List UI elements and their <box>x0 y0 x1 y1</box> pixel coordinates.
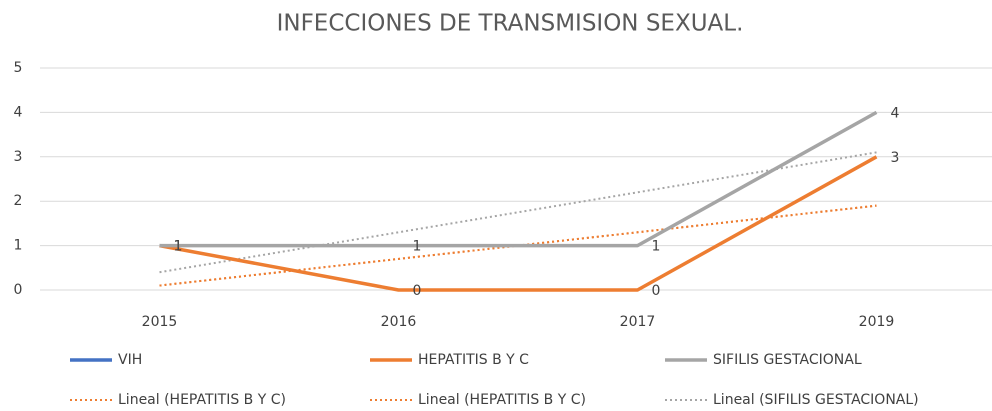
series-line <box>159 110 878 248</box>
trendline <box>159 151 877 274</box>
chart-title: INFECCIONES DE TRANSMISION SEXUAL. <box>277 11 744 37</box>
legend-label: Lineal (HEPATITIS B Y C) <box>118 392 286 408</box>
data-label: 3 <box>891 150 900 166</box>
legend-label: SIFILIS GESTACIONAL <box>713 352 862 368</box>
y-tick-label: 0 <box>14 282 23 298</box>
y-tick-label: 4 <box>14 104 23 120</box>
y-tick-label: 2 <box>14 193 23 209</box>
legend-label: Lineal (SIFILIS GESTACIONAL) <box>713 392 919 408</box>
x-tick-label: 2016 <box>381 314 417 330</box>
y-tick-label: 3 <box>14 149 23 165</box>
y-tick-label: 1 <box>14 238 23 254</box>
data-label: 1 <box>174 239 183 255</box>
legend-label: VIH <box>118 352 142 368</box>
y-tick-label: 5 <box>14 60 23 76</box>
legend-label: Lineal (HEPATITIS B Y C) <box>418 392 586 408</box>
data-label: 0 <box>652 283 661 299</box>
data-label: 4 <box>891 105 900 121</box>
x-tick-label: 2019 <box>859 314 895 330</box>
data-label: 1 <box>413 239 422 255</box>
data-label: 0 <box>413 283 422 299</box>
data-label: 1 <box>652 239 661 255</box>
x-tick-label: 2017 <box>620 314 656 330</box>
legend-label: HEPATITIS B Y C <box>418 352 529 368</box>
x-tick-label: 2015 <box>142 314 178 330</box>
series-line <box>159 155 878 292</box>
